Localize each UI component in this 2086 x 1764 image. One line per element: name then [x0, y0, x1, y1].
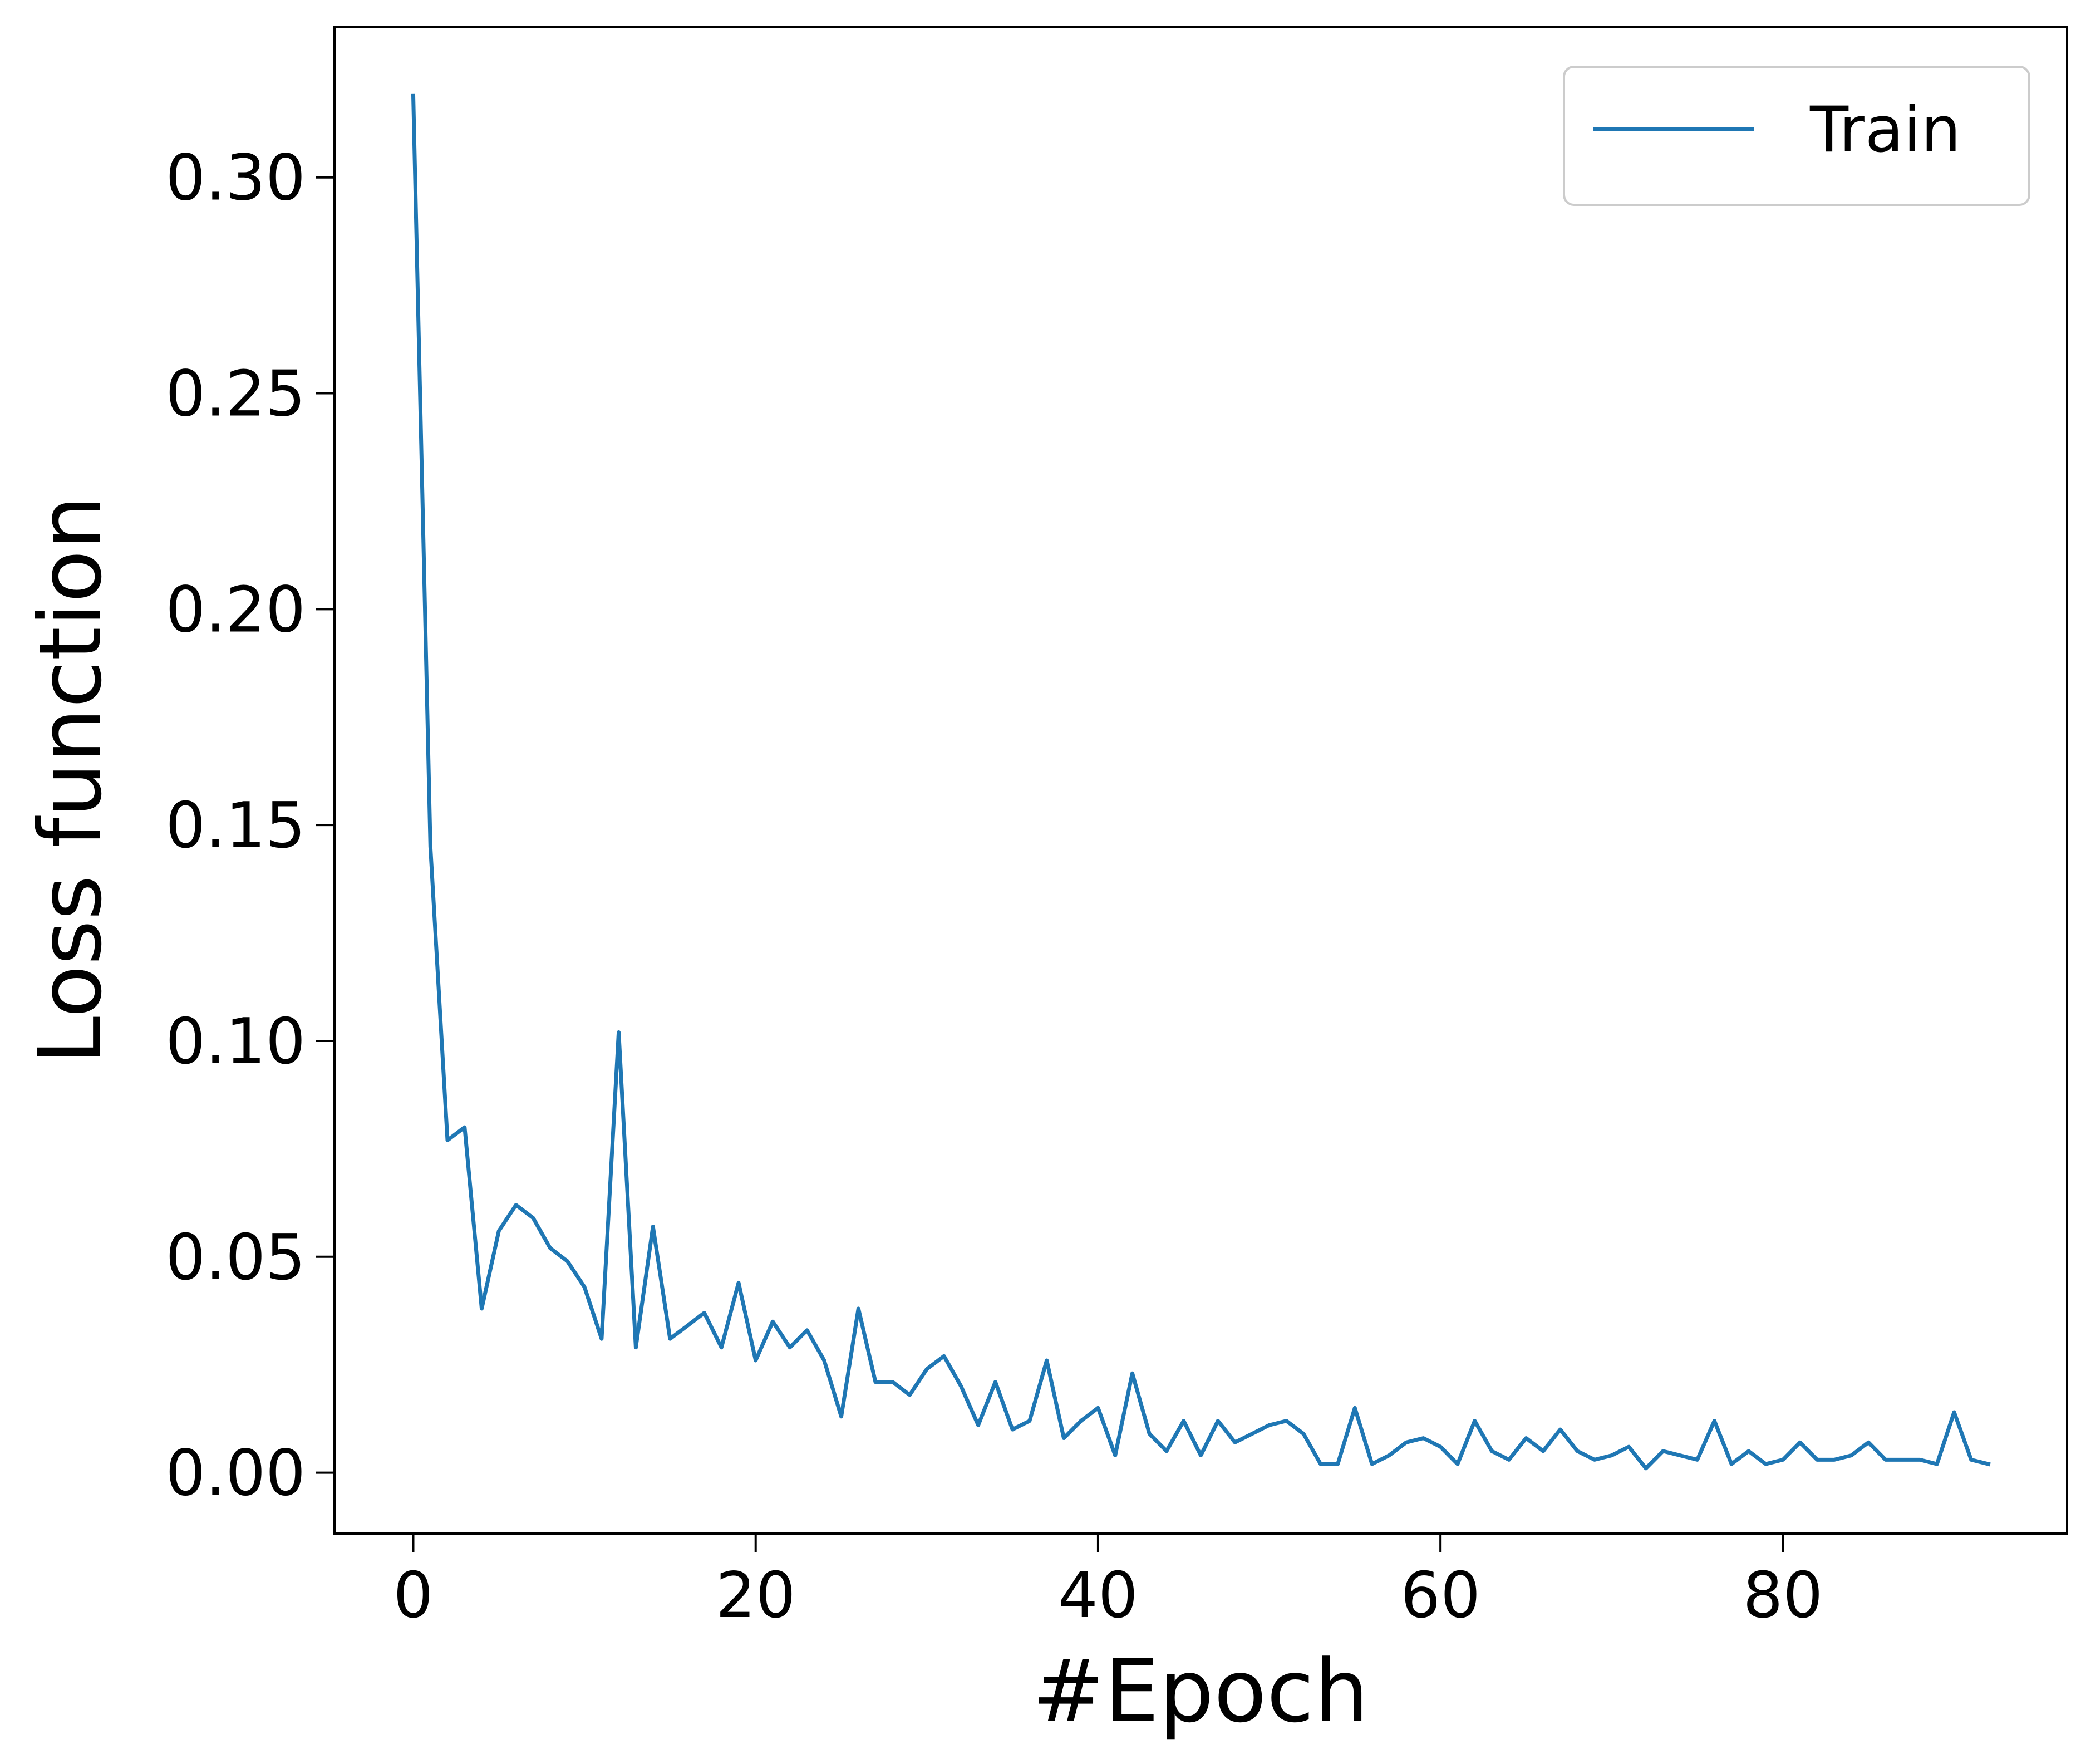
legend-box: [1563, 66, 2030, 206]
x-tick-label: 80: [1743, 1559, 1823, 1632]
series-line-train: [411, 93, 1991, 1471]
y-tick-label: 0.15: [165, 789, 306, 862]
y-tick-label: 0.10: [165, 1005, 306, 1078]
y-tick-label: 0.00: [165, 1437, 306, 1510]
y-tick-label: 0.20: [165, 573, 306, 646]
legend-label-train: Train: [1809, 93, 1961, 166]
plot-area: [334, 27, 2067, 1534]
x-axis-title: #Epoch: [1032, 1641, 1369, 1742]
x-tick-label: 0: [393, 1559, 434, 1632]
y-tick-label: 0.30: [165, 141, 306, 215]
y-tick-label: 0.25: [165, 357, 306, 431]
y-axis-title: Loss function: [20, 495, 121, 1064]
x-tick-label: 20: [716, 1559, 796, 1632]
x-axis-ticks: 0 20 40 60 80: [393, 1534, 1823, 1632]
y-axis-ticks: 0.00 0.05 0.10 0.15 0.20 0.25 0.30: [165, 141, 334, 1510]
legend: Train: [1563, 66, 2030, 206]
y-tick-label: 0.05: [165, 1221, 306, 1294]
x-tick-label: 40: [1058, 1559, 1138, 1632]
x-tick-label: 60: [1400, 1559, 1480, 1632]
plot-frame: [333, 26, 2068, 1535]
series-layer: [411, 93, 1991, 1471]
